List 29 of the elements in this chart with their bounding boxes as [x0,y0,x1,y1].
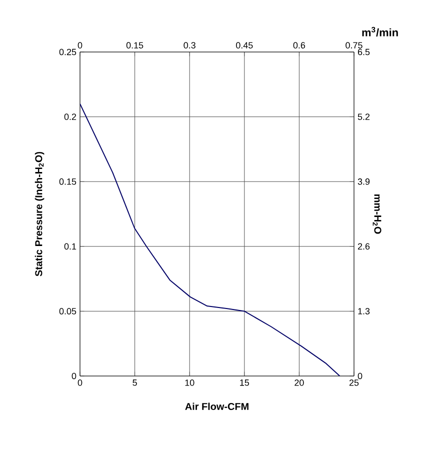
y-tick-label: 0 [72,372,76,380]
x2-tick-label: 0.75 [346,42,362,48]
y2-tick-label: 3.9 [358,178,370,185]
x-tick-label: 0 [78,380,82,386]
x2-tick-label: 0.6 [293,42,306,48]
y-tick-label: 0.15 [59,178,76,185]
x-axis-title: Air Flow-CFM [185,402,248,410]
y2-tick-label: 2.6 [358,243,370,250]
y2-axis-title: mm-H$_{2}$O [372,194,382,234]
y2-tick-label: 1.3 [358,308,370,314]
x-tick-label: 10 [185,380,194,386]
y-tick-label: 0.1 [64,243,76,250]
y2-tick-label: 5.2 [358,114,370,120]
x-tick-label: 5 [132,380,137,386]
y2-tick-label: 0 [358,372,362,380]
y-tick-label: 0.25 [59,48,76,56]
x2-tick-label: 0.45 [236,42,253,48]
y-tick-label: 0.2 [64,114,76,120]
x-tick-label: 20 [294,380,304,386]
y-tick-label: 0.05 [59,308,76,314]
x-tick-label: 15 [240,380,250,386]
x2-tick-label: 0.3 [184,42,196,48]
line-series [80,103,340,376]
x2-tick-label: 0 [78,42,82,48]
x2-axis-title: m$^{3}$/min [362,26,398,36]
y-axis-title: Static Pressure (Inch-H$_{2}$O) [34,152,44,276]
y2-tick-label: 6.5 [358,48,370,56]
x2-tick-label: 0.15 [126,42,144,48]
x-tick-label: 25 [349,380,359,386]
